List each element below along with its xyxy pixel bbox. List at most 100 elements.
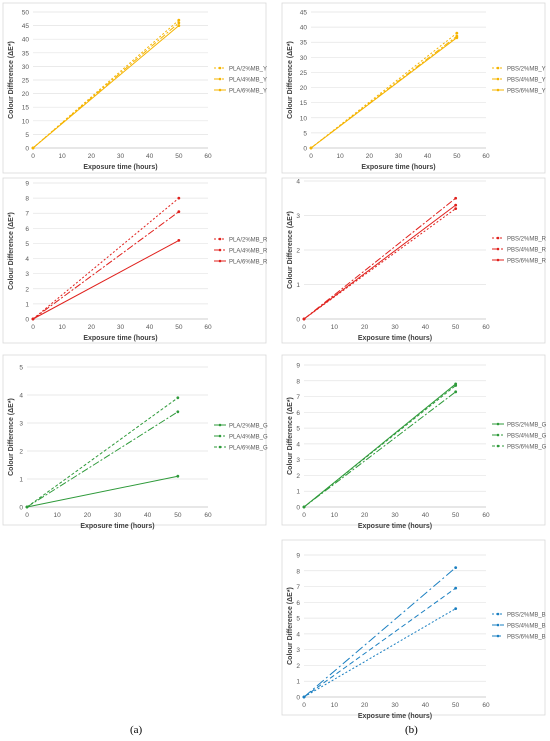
- x-tick-label: 60: [482, 512, 490, 519]
- x-tick-label: 30: [117, 153, 125, 160]
- legend-label: PBS/6%MB_G: [507, 444, 547, 450]
- legend-marker: [218, 88, 222, 92]
- series-line: [303, 608, 456, 698]
- data-point: [454, 607, 458, 611]
- chart-pla-y: 0 5 10 15 20 25 30 35 40 45 50 0 10 20 30 40 50 60 Exposur…: [2, 2, 267, 174]
- data-point: [177, 24, 181, 27]
- y-tick-label: 3: [296, 647, 300, 654]
- y-tick-label: 45: [300, 10, 308, 17]
- legend-label: PBS/2%MB_Y: [507, 66, 546, 72]
- legend-marker: [218, 248, 222, 252]
- chart-pbs-y: 0 5 10 15 20 25 30 35 40 45 0 10 20 30 40 50 60 Exposure …: [281, 2, 546, 174]
- x-tick-label: 60: [204, 512, 212, 519]
- series-line: [26, 475, 178, 508]
- x-tick-label: 60: [482, 324, 490, 331]
- chart-pbs-g: 0 1 2 3 4 5 6 7 8 9 0 10 20 30 40 50 60 Exposure time (ho…: [281, 354, 547, 530]
- y-tick-label: 5: [296, 426, 300, 433]
- data-point: [176, 396, 180, 400]
- y-tick-label: 20: [22, 91, 30, 98]
- x-tick-label: 50: [175, 324, 183, 331]
- legend-label: PLA/6%MB_R: [229, 259, 268, 265]
- x-tick-label: 40: [422, 702, 430, 709]
- y-tick-label: 5: [19, 365, 23, 372]
- y-tick-label: 2: [296, 473, 300, 480]
- y-tick-label: 9: [296, 363, 300, 370]
- series-line: [310, 32, 458, 149]
- x-tick-label: 40: [144, 512, 152, 519]
- x-tick-label: 10: [331, 512, 339, 519]
- legend-label: PBS/4%MB_R: [507, 247, 547, 253]
- data-point: [455, 36, 459, 40]
- y-tick-label: 45: [22, 23, 30, 30]
- chart-pbs-b: 0 1 2 3 4 5 6 7 8 9 0 10 20 30 40 50 60 Exposure time (ho…: [281, 539, 546, 720]
- x-tick-label: 0: [309, 153, 313, 160]
- y-tick-label: 4: [25, 256, 29, 263]
- y-tick-label: 5: [296, 616, 300, 623]
- chart-frame: [281, 177, 546, 344]
- legend-label: PLA/2%MB_G: [229, 423, 268, 429]
- chart-frame: [281, 354, 546, 526]
- x-tick-label: 50: [452, 324, 460, 331]
- legend-label: PBS/2%MB_B: [507, 612, 546, 618]
- y-tick-label: 3: [296, 457, 300, 464]
- y-tick-label: 0: [296, 505, 300, 512]
- y-tick-label: 8: [296, 378, 300, 385]
- x-tick-label: 30: [114, 512, 122, 519]
- data-point: [177, 239, 181, 242]
- chart-frame: [281, 2, 546, 174]
- y-tick-label: 0: [296, 695, 300, 702]
- legend-marker: [496, 77, 500, 81]
- x-tick-label: 0: [302, 512, 306, 519]
- legend-marker: [218, 259, 222, 263]
- y-tick-label: 1: [296, 282, 300, 289]
- legend-marker: [496, 236, 500, 240]
- y-tick-label: 4: [19, 393, 23, 400]
- y-tick-label: 50: [22, 10, 30, 17]
- x-tick-label: 10: [59, 324, 67, 331]
- data-point: [177, 18, 181, 22]
- legend-marker: [218, 423, 222, 427]
- legend-label: PLA/2%MB_Y: [229, 66, 267, 72]
- x-tick-label: 0: [302, 702, 306, 709]
- y-tick-label: 3: [25, 271, 29, 278]
- data-point: [454, 196, 458, 200]
- series-line: [303, 567, 456, 698]
- chart-frame: [2, 354, 267, 526]
- y-tick-label: 9: [296, 553, 300, 560]
- y-tick-label: 0: [25, 146, 29, 153]
- x-tick-label: 20: [88, 153, 96, 160]
- y-tick-label: 1: [296, 489, 300, 496]
- y-tick-label: 2: [296, 248, 300, 255]
- series-line: [310, 37, 458, 149]
- y-axis-label: Colour Difference (ΔE*): [8, 398, 15, 476]
- chart-frame: [2, 2, 267, 174]
- series-line: [32, 239, 180, 320]
- y-tick-label: 25: [300, 70, 308, 77]
- legend-label: PLA/6%MB_Y: [229, 88, 267, 94]
- x-tick-label: 30: [117, 324, 125, 331]
- y-tick-label: 1: [19, 477, 23, 484]
- data-point: [177, 196, 181, 200]
- y-tick-label: 5: [303, 130, 307, 137]
- series-line: [32, 211, 180, 320]
- data-point: [455, 31, 459, 35]
- y-tick-label: 35: [300, 40, 308, 47]
- y-tick-label: 15: [300, 100, 308, 107]
- y-tick-label: 30: [22, 64, 30, 71]
- x-tick-label: 20: [361, 512, 369, 519]
- legend-label: PLA/4%MB_R: [229, 248, 268, 254]
- data-point: [454, 203, 458, 207]
- x-tick-label: 50: [453, 153, 461, 160]
- x-tick-label: 50: [452, 512, 460, 519]
- y-axis-label: Colour Difference (ΔE*): [8, 212, 15, 290]
- x-tick-label: 0: [31, 324, 35, 331]
- x-axis-label: Exposure time (hours): [83, 335, 157, 342]
- x-tick-label: 60: [482, 153, 490, 160]
- legend-marker: [218, 237, 222, 241]
- legend-label: PLA/4%MB_Y: [229, 77, 267, 83]
- y-tick-label: 0: [296, 317, 300, 324]
- x-axis-label: Exposure time (hours): [358, 335, 432, 342]
- series-line: [303, 197, 456, 320]
